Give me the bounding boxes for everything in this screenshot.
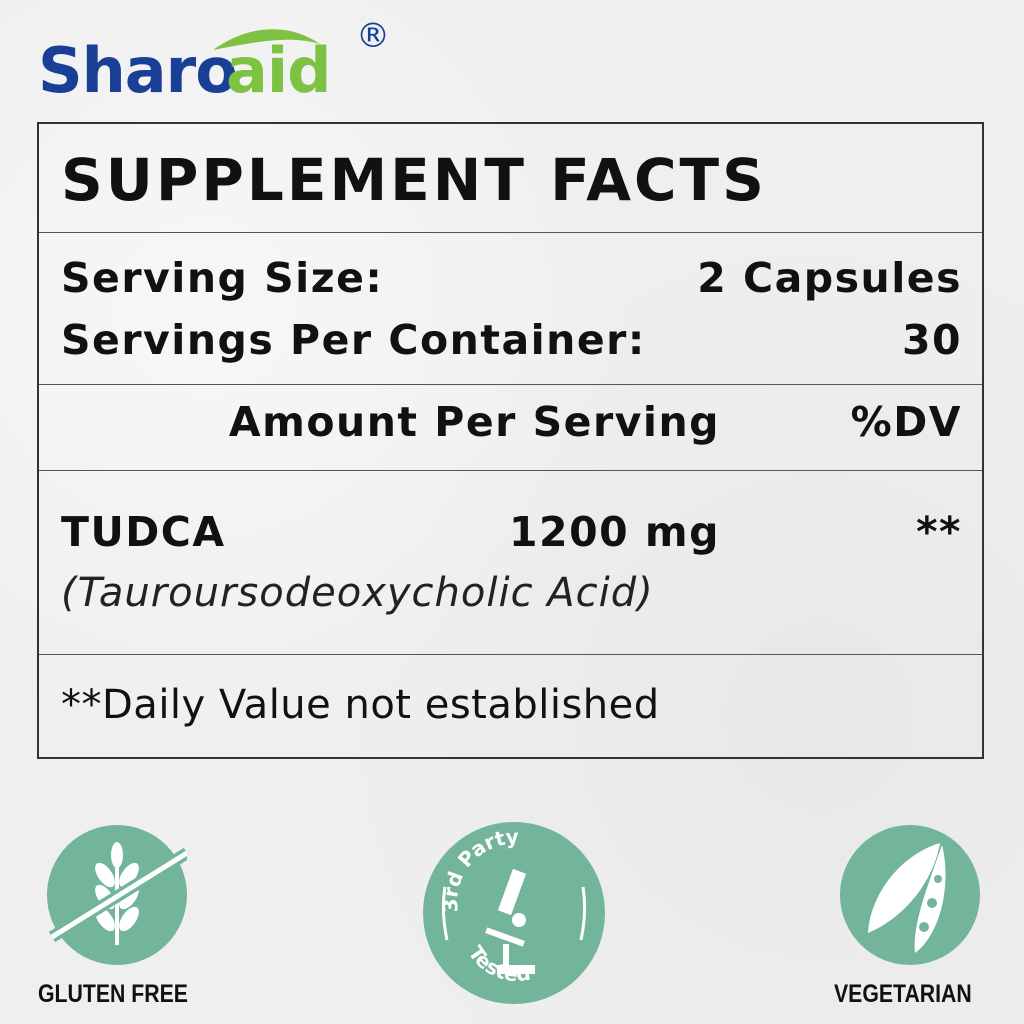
gluten-free-label: GLUTEN FREE [38, 980, 188, 1008]
gluten-free-badge [47, 825, 191, 965]
ingredient-amount: 1200 mg [509, 508, 720, 556]
ingredient-full-name: (Tauroursodeoxycholic Acid) [61, 570, 654, 616]
dv-header: %DV [850, 398, 962, 446]
svg-text:Tested: Tested [464, 941, 532, 986]
supplement-facts-panel: SUPPLEMENT FACTS Serving Size: 2 Capsule… [37, 122, 984, 759]
serving-info: Serving Size: 2 Capsules Servings Per Co… [39, 232, 982, 385]
ingredient-name: TUDCA [61, 508, 226, 556]
leaf-pea-pod-icon [868, 843, 946, 953]
serving-size-label: Serving Size: [61, 254, 384, 302]
amount-header: Amount Per Serving [228, 398, 720, 446]
vegetarian-badge [840, 825, 980, 965]
servings-value: 30 [901, 316, 962, 364]
ingredient-row: TUDCA 1200 mg ** (Tauroursodeoxycholic A… [39, 470, 982, 655]
leaf-icon [213, 29, 320, 50]
facts-title: SUPPLEMENT FACTS [39, 124, 982, 233]
ingredient-dv: ** [916, 508, 962, 556]
microscope-icon: 3rd Party Tested [438, 824, 587, 986]
servings-label: Servings Per Container: [61, 316, 646, 364]
footnote: **Daily Value not established [61, 682, 660, 728]
serving-size-value: 2 Capsules [697, 254, 962, 302]
brand-name-green: aid [226, 34, 331, 107]
vegetarian-label: VEGETARIAN [834, 980, 972, 1008]
wheat-crossed-icon [48, 842, 191, 945]
third-party-tested-badge: 3rd Party Tested [423, 822, 605, 1004]
brand-name-blue: Sharo [38, 34, 238, 107]
column-headers: Amount Per Serving %DV [39, 384, 982, 471]
registered-mark: ® [356, 16, 390, 56]
badge-bottom-text: Tested [464, 941, 532, 986]
footnote-row: **Daily Value not established [39, 654, 982, 759]
